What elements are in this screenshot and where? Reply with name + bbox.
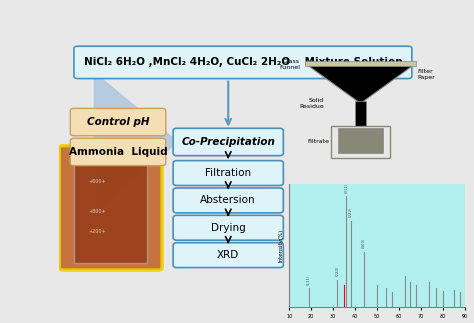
Text: +800+: +800+	[89, 209, 106, 214]
Text: Solid
Residue: Solid Residue	[299, 98, 324, 109]
FancyBboxPatch shape	[338, 128, 383, 153]
FancyBboxPatch shape	[74, 156, 147, 263]
FancyBboxPatch shape	[70, 109, 166, 136]
FancyBboxPatch shape	[355, 101, 366, 126]
Text: Drying: Drying	[211, 223, 246, 233]
Text: XRD: XRD	[217, 250, 239, 260]
Text: Ammonia  Liquid: Ammonia Liquid	[69, 147, 167, 157]
Text: +600+: +600+	[89, 179, 106, 184]
Polygon shape	[305, 61, 416, 66]
FancyBboxPatch shape	[74, 46, 412, 78]
FancyBboxPatch shape	[173, 128, 283, 156]
Text: (222): (222)	[348, 207, 353, 217]
FancyBboxPatch shape	[173, 243, 283, 267]
FancyBboxPatch shape	[173, 161, 283, 185]
Text: Co-Precipitation: Co-Precipitation	[181, 137, 275, 147]
FancyBboxPatch shape	[173, 215, 283, 240]
Text: Filter
Paper: Filter Paper	[418, 69, 435, 80]
Text: +200+: +200+	[89, 229, 106, 234]
Text: NiCl₂ 6H₂O ,MnCl₂ 4H₂O, CuCl₂ 2H₂O    Mixture Solution: NiCl₂ 6H₂O ,MnCl₂ 4H₂O, CuCl₂ 2H₂O Mixtu…	[83, 57, 402, 68]
Text: Glass
Funnel: Glass Funnel	[279, 59, 300, 70]
Y-axis label: Intensity(%): Intensity(%)	[279, 229, 283, 262]
Text: +400+: +400+	[89, 154, 106, 159]
FancyArrowPatch shape	[94, 73, 178, 212]
Text: Filtrate: Filtrate	[307, 140, 329, 144]
FancyBboxPatch shape	[173, 188, 283, 213]
Text: Abstersion: Abstersion	[201, 195, 256, 205]
Text: Control pH: Control pH	[87, 117, 149, 127]
Polygon shape	[305, 64, 416, 103]
Text: (220): (220)	[336, 266, 339, 276]
Text: (400): (400)	[362, 237, 365, 248]
FancyBboxPatch shape	[70, 138, 166, 166]
Text: (111): (111)	[307, 274, 311, 285]
Text: Filtration: Filtration	[205, 168, 251, 178]
Text: (311): (311)	[344, 182, 348, 193]
FancyBboxPatch shape	[59, 146, 162, 270]
